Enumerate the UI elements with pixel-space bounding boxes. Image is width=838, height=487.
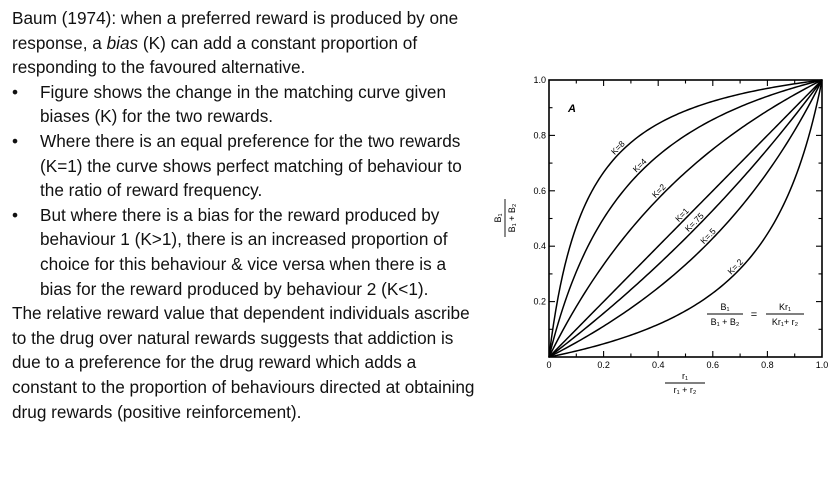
bullet-item: • Where there is an equal preference for …: [12, 129, 482, 203]
intro-paragraph: Baum (1974): when a preferred reward is …: [12, 6, 482, 80]
y-axis-label: B₁ B₁ + B₂: [493, 199, 517, 237]
plot-frame: [548, 79, 823, 358]
bias-curves: [548, 79, 823, 358]
y-axis-label-num: B₁: [493, 213, 503, 222]
intro-text: Baum (1974): when a preferred reward is …: [12, 8, 459, 53]
x-axis-label: r₁ r₁ + r₂: [665, 371, 705, 395]
curve-label: K=2: [650, 182, 668, 200]
matching-figure: 0 0.2 0.4 0.6 0.8 1.0 0.2 0.4 0.6 0.8 1.0 K=8 K=4 K=…: [493, 60, 838, 410]
curve-k-1: [548, 79, 823, 358]
y-axis-label-den: B₁ + B₂: [507, 203, 517, 232]
tick-labels: 0 0.2 0.4 0.6 0.8 1.0 0.2 0.4 0.6 0.8 1.0: [533, 75, 828, 370]
curve-k-4: [548, 79, 823, 358]
y-tick-label: 1.0: [533, 75, 546, 85]
y-tick-label: 0.6: [533, 186, 546, 196]
bullet-dot: •: [12, 130, 19, 151]
bullet-text: But where there is a bias for the reward…: [40, 204, 448, 299]
curve-label: K=4: [631, 156, 649, 174]
y-tick-label: 0.4: [533, 241, 546, 251]
x-axis-label-num: r₁: [682, 371, 688, 381]
bullet-dot: •: [12, 204, 19, 225]
curve-label: K=.2: [725, 257, 745, 277]
bullet-list: • Figure shows the change in the matching…: [12, 80, 482, 301]
curve-labels: K=8K=4K=2K=1K=.75K=.5K=.2: [609, 138, 745, 276]
bullet-item: • But where there is a bias for the rewar…: [12, 203, 482, 301]
bias-term: bias: [106, 32, 139, 53]
bullet-text: Where there is an equal preference for t…: [40, 130, 462, 201]
intro-text-end: (K) can add a constant proportion of res…: [12, 32, 418, 78]
curve-k-8: [548, 79, 823, 358]
bullet-item: • Figure shows the change in the matching…: [12, 80, 482, 129]
x-tick-label: 0.2: [597, 360, 610, 370]
curve-k-p2: [548, 79, 823, 358]
matching-curves-plot: 0 0.2 0.4 0.6 0.8 1.00.20.40.60.81.0 K=8K=4K=…: [493, 75, 828, 395]
equation-rhs-num: Kr₁: [779, 302, 791, 312]
x-tick-label: 0: [546, 360, 551, 370]
panel-label: A: [567, 103, 576, 115]
conclusion-paragraph: The relative reward value that dependent…: [12, 303, 475, 422]
equation-equals: =: [751, 309, 757, 321]
equation-rhs-den: Kr₁+ r₂: [772, 317, 799, 327]
equation-lhs-num: B₁: [720, 302, 729, 312]
y-tick-label: 0.8: [533, 130, 546, 140]
curve-k-p75: [548, 79, 823, 358]
x-tick-label: 1.0: [816, 360, 829, 370]
curve-label: K=8: [609, 138, 627, 156]
x-tick-label: 0.8: [761, 360, 774, 370]
matching-equation: B₁ B₁ + B₂ = Kr₁ Kr₁+ r₂: [707, 302, 804, 327]
bullet-text: Figure shows the change in the matching …: [40, 81, 447, 127]
curve-label: K=.5: [698, 226, 718, 246]
curve-k-2: [548, 79, 823, 358]
bullet-dot: •: [12, 81, 19, 102]
equation-lhs-den: B₁ + B₂: [711, 317, 740, 327]
x-axis-label-den: r₁ + r₂: [674, 385, 697, 395]
curve-k-p5: [548, 79, 823, 358]
x-tick-label: 0.4: [652, 360, 665, 370]
y-tick-label: 0.2: [533, 297, 546, 307]
slide-text: Baum (1974): when a preferred reward is …: [12, 6, 482, 424]
x-tick-label: 0.6: [707, 360, 720, 370]
